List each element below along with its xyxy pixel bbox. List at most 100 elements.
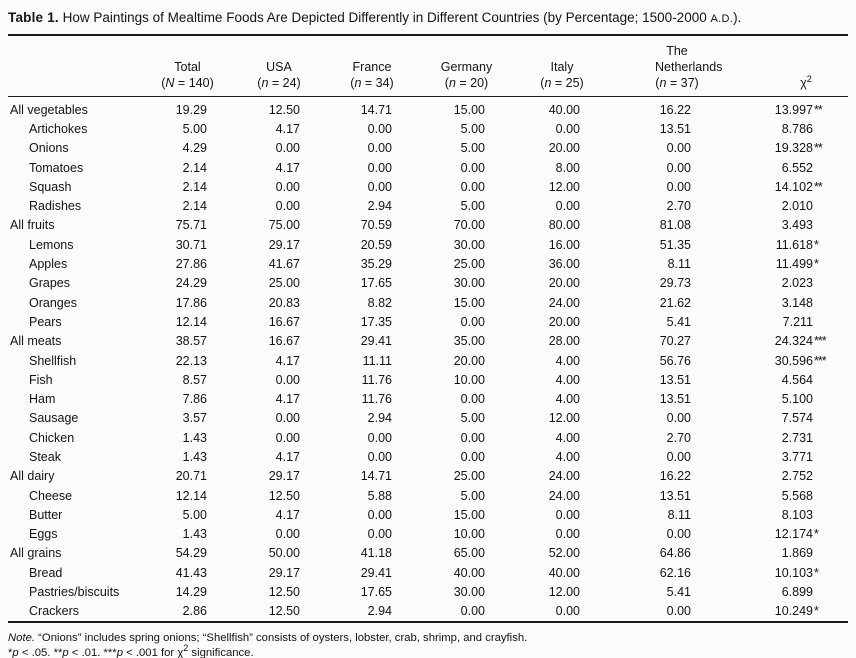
cell-value: 81.08 bbox=[659, 218, 691, 233]
table-title-era: A.D. bbox=[710, 13, 734, 25]
cell-value: 16.22 bbox=[659, 469, 691, 484]
cell-value: 2.86 bbox=[182, 604, 207, 619]
header-col-sub: (N = 140) bbox=[161, 76, 214, 90]
chi-square-number: 3.148 bbox=[781, 295, 813, 310]
table-row: All meats 38.57 16.67 29.41 35.00 28.00 70.27 2… bbox=[8, 332, 848, 351]
header-col-usa: USA (n = 24) bbox=[215, 35, 308, 97]
cell-value: 11.76 bbox=[361, 392, 392, 407]
cell-value: 65.00 bbox=[453, 546, 485, 561]
cell-value: 70.27 bbox=[659, 334, 691, 349]
chi-square-number: 5.568 bbox=[781, 488, 813, 503]
row-label: Eggs bbox=[29, 527, 58, 542]
row-label: Radishes bbox=[29, 199, 82, 214]
chi-square-number: 2.023 bbox=[781, 276, 813, 291]
cell-value: 0.00 bbox=[555, 604, 580, 619]
cell-value: 75.71 bbox=[175, 218, 207, 233]
cell-value: 62.16 bbox=[659, 565, 691, 580]
cell-value: 17.65 bbox=[360, 276, 392, 291]
header-col-name: USA bbox=[266, 60, 292, 74]
cell-value: 17.65 bbox=[360, 585, 392, 600]
cell-value: 29.17 bbox=[268, 469, 300, 484]
cell-value: 8.11 bbox=[667, 507, 691, 522]
cell-value: 54.29 bbox=[175, 546, 207, 561]
row-label: All fruits bbox=[10, 218, 55, 233]
table-row: Pastries/biscuits 14.29 12.50 17.65 30.00 12.… bbox=[8, 582, 848, 601]
table-row: Sausage 3.57 0.00 2.94 5.00 12.00 0.00 7.574 bbox=[8, 409, 848, 428]
significance-note: *p < .05. **p < .01. ***p < .001 for χ2 … bbox=[8, 642, 254, 658]
cell-value: 2.14 bbox=[182, 199, 207, 214]
chi-square-value: 13.997 ** bbox=[699, 97, 848, 120]
cell-value: 12.50 bbox=[268, 488, 300, 503]
cell-value: 75.00 bbox=[268, 218, 300, 233]
cell-value: 2.94 bbox=[367, 199, 392, 214]
chi-square-value: 5.568 bbox=[699, 486, 848, 505]
table-number: Table 1. bbox=[8, 10, 59, 25]
table-row: Squash 2.14 0.00 0.00 0.00 12.00 0.00 14.102 ** bbox=[8, 177, 848, 196]
cell-value: 2.70 bbox=[666, 430, 691, 445]
cell-value: 28.00 bbox=[548, 334, 580, 349]
table-row: Grapes 24.29 25.00 17.65 30.00 20.00 29.73 2.02… bbox=[8, 274, 848, 293]
chi-square-value: 2.023 bbox=[699, 274, 848, 293]
cell-value: 14.29 bbox=[175, 585, 207, 600]
row-label: Artichokes bbox=[29, 121, 88, 136]
table-row: Apples 27.86 41.67 35.29 25.00 36.00 8.11 11.49… bbox=[8, 254, 848, 273]
significance-stars: * bbox=[814, 237, 819, 252]
cell-value: 1.43 bbox=[182, 430, 207, 445]
header-col-italy: Italy (n = 25) bbox=[493, 35, 588, 97]
cell-value: 29.17 bbox=[268, 565, 300, 580]
cell-value: 21.62 bbox=[659, 295, 691, 310]
chi-square-number: 4.564 bbox=[781, 372, 813, 387]
table-body: All vegetables 19.29 12.50 14.71 15.00 40.00 1… bbox=[8, 97, 848, 623]
table-row: Cheese 12.14 12.50 5.88 5.00 24.00 13.51 5.568 bbox=[8, 486, 848, 505]
cell-value: 0.00 bbox=[367, 507, 392, 522]
row-label: All dairy bbox=[10, 469, 55, 484]
row-label: Apples bbox=[29, 257, 68, 272]
chi-square-value: 4.564 bbox=[699, 370, 848, 389]
cell-value: 10.00 bbox=[453, 372, 485, 387]
cell-value: 36.00 bbox=[548, 257, 580, 272]
cell-value: 4.17 bbox=[275, 392, 300, 407]
chi-square-number: 10.249 bbox=[774, 604, 813, 619]
cell-value: 5.00 bbox=[460, 121, 485, 136]
chi-square-number: 8.786 bbox=[781, 121, 813, 136]
table-row: Steak 1.43 4.17 0.00 0.00 4.00 0.00 3.771 bbox=[8, 447, 848, 466]
cell-value: 4.17 bbox=[275, 353, 300, 368]
chi-square-number: 30.596 bbox=[774, 353, 813, 368]
table-row: All fruits 75.71 75.00 70.59 70.00 80.00 81.08… bbox=[8, 216, 848, 235]
row-label: Ham bbox=[29, 392, 56, 407]
chi-square-value: 3.493 bbox=[699, 216, 848, 235]
cell-value: 11.76 bbox=[361, 372, 392, 387]
cell-value: 51.35 bbox=[659, 237, 691, 252]
chi-square-number: 1.869 bbox=[781, 546, 813, 561]
chi-square-value: 7.211 bbox=[699, 312, 848, 331]
table-notes: Note. “Onions” includes spring onions; “… bbox=[8, 631, 848, 658]
table-row: Butter 5.00 4.17 0.00 15.00 0.00 8.11 8.103 bbox=[8, 505, 848, 524]
table-row: Tomatoes 2.14 4.17 0.00 0.00 8.00 0.00 6.552 bbox=[8, 158, 848, 177]
cell-value: 12.00 bbox=[548, 585, 580, 600]
cell-value: 50.00 bbox=[268, 546, 300, 561]
table-row: All vegetables 19.29 12.50 14.71 15.00 40.00 1… bbox=[8, 97, 848, 120]
cell-value: 20.59 bbox=[360, 237, 392, 252]
cell-value: 17.86 bbox=[175, 295, 207, 310]
cell-value: 25.00 bbox=[453, 257, 485, 272]
cell-value: 4.17 bbox=[275, 160, 300, 175]
cell-value: 0.00 bbox=[367, 449, 392, 464]
chi-square-number: 14.102 bbox=[774, 179, 813, 194]
cell-value: 4.00 bbox=[555, 430, 580, 445]
chi-square-value: 24.324 *** bbox=[699, 332, 848, 351]
cell-value: 13.51 bbox=[659, 488, 691, 503]
header-col-sub: (n = 24) bbox=[257, 76, 301, 90]
cell-value: 41.43 bbox=[175, 565, 207, 580]
chi-square-value: 7.574 bbox=[699, 409, 848, 428]
cell-value: 0.00 bbox=[275, 179, 300, 194]
chi-square-value: 6.899 bbox=[699, 582, 848, 601]
chi-square-value: 11.618 * bbox=[699, 235, 848, 254]
table-row: Artichokes 5.00 4.17 0.00 5.00 0.00 13.51 8.786 bbox=[8, 119, 848, 138]
cell-value: 19.29 bbox=[175, 102, 207, 117]
cell-value: 0.00 bbox=[666, 527, 691, 542]
chi-square-value: 2.010 bbox=[699, 196, 848, 215]
row-label: Chicken bbox=[29, 430, 75, 445]
chi-square-value: 8.103 bbox=[699, 505, 848, 524]
cell-value: 40.00 bbox=[453, 565, 485, 580]
table-row: Onions 4.29 0.00 0.00 5.00 20.00 0.00 19.328 ** bbox=[8, 139, 848, 158]
